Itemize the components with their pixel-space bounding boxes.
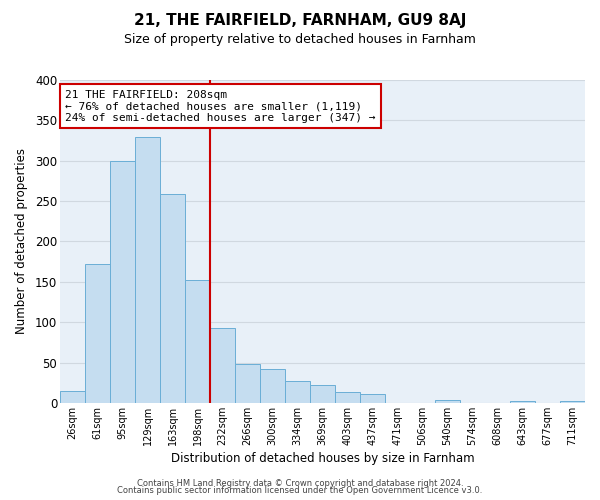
Bar <box>160 194 185 403</box>
Bar <box>210 328 235 403</box>
Text: 21 THE FAIRFIELD: 208sqm
← 76% of detached houses are smaller (1,119)
24% of sem: 21 THE FAIRFIELD: 208sqm ← 76% of detach… <box>65 90 376 123</box>
Text: Size of property relative to detached houses in Farnham: Size of property relative to detached ho… <box>124 32 476 46</box>
Bar <box>110 160 135 403</box>
Bar <box>510 402 535 403</box>
Text: Contains public sector information licensed under the Open Government Licence v3: Contains public sector information licen… <box>118 486 482 495</box>
Bar <box>435 400 460 403</box>
Bar <box>135 136 160 403</box>
Bar <box>260 369 285 403</box>
Bar <box>60 391 85 403</box>
Bar <box>310 385 335 403</box>
Bar <box>235 364 260 403</box>
Bar <box>185 280 210 403</box>
Bar <box>335 392 360 403</box>
Bar <box>285 381 310 403</box>
X-axis label: Distribution of detached houses by size in Farnham: Distribution of detached houses by size … <box>170 452 474 465</box>
Bar <box>85 264 110 403</box>
Y-axis label: Number of detached properties: Number of detached properties <box>15 148 28 334</box>
Text: Contains HM Land Registry data © Crown copyright and database right 2024.: Contains HM Land Registry data © Crown c… <box>137 478 463 488</box>
Bar <box>560 402 585 403</box>
Bar <box>360 394 385 403</box>
Text: 21, THE FAIRFIELD, FARNHAM, GU9 8AJ: 21, THE FAIRFIELD, FARNHAM, GU9 8AJ <box>134 12 466 28</box>
